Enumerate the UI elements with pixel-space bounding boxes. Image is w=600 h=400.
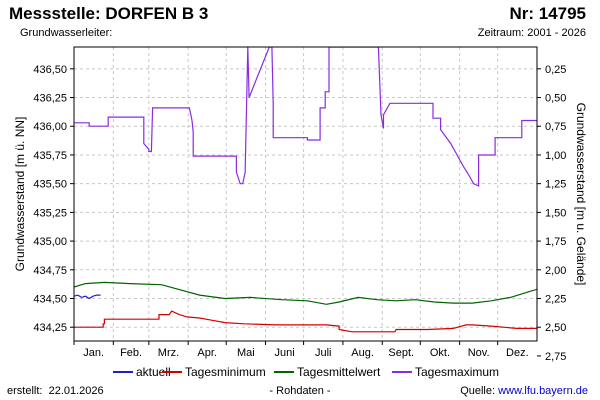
month-label: Mai <box>237 347 255 359</box>
month-label: Sept. <box>388 347 414 359</box>
right-tick-label: 1,00 <box>545 150 566 162</box>
y-tick-label: 434,50 <box>33 294 67 306</box>
legend-swatch <box>274 371 294 373</box>
legend-item: aktuell <box>113 365 171 379</box>
month-label: Okt. <box>430 347 450 359</box>
legend-label: Tagesminimum <box>185 365 266 379</box>
period-label: Zeitraum: 2001 - 2026 <box>477 27 586 39</box>
y-tick-label: 434,25 <box>33 322 67 334</box>
month-label: Nov. <box>468 347 490 359</box>
legend-swatch <box>113 371 133 373</box>
legend-item: Tagesmaximum <box>392 365 499 379</box>
legend-swatch <box>162 371 182 373</box>
y-axis-title-right: Grundwasserstand [m u. Gelände] <box>574 103 588 286</box>
month-label: Juli <box>315 347 332 359</box>
y-tick-label: 436,00 <box>33 121 67 133</box>
month-label: Jan. <box>83 347 104 359</box>
series-maximum <box>74 47 537 187</box>
y-tick-label: 434,75 <box>33 265 67 277</box>
right-tick-label: 1,25 <box>545 179 566 191</box>
month-label: Juni <box>274 347 294 359</box>
plot-frame <box>73 46 538 342</box>
right-tick-label: 2,25 <box>545 294 566 306</box>
station-title: Messstelle: DORFEN B 3 <box>9 4 209 23</box>
legend-item: Tagesminimum <box>162 365 266 379</box>
series-mittel <box>74 281 537 305</box>
chart-legend: aktuell Tagesminimum Tagesmittelwert Tagesm… <box>0 365 600 383</box>
y-axis-title: Grundwasserstand [m ü. NN] <box>13 117 27 272</box>
right-tick-label: 0,75 <box>545 121 566 133</box>
right-tick-label: 0,50 <box>545 93 566 105</box>
y-tick-label: 435,50 <box>33 179 67 191</box>
legend-item: Tagesmittelwert <box>274 365 380 379</box>
y-tick-label: 435,25 <box>33 207 67 219</box>
right-tick-label: 2,00 <box>545 265 566 277</box>
right-tick-label: 1,75 <box>545 236 566 248</box>
source-info: Quelle: www.lfu.bayern.de <box>460 385 588 397</box>
y-tick-label: 435,75 <box>33 150 67 162</box>
right-tick-label: 2,75 <box>545 351 566 363</box>
raw-data-note: - Rohdaten - <box>269 385 331 397</box>
right-tick-label: 1,50 <box>545 207 566 219</box>
created-date: 22.01.2026 <box>48 385 104 397</box>
y-tick-label: 435,00 <box>33 236 67 248</box>
right-tick-label: 0,25 <box>545 64 566 76</box>
legend-swatch <box>392 371 412 373</box>
y-tick-label: 436,50 <box>33 64 67 76</box>
month-label: Mrz. <box>158 347 179 359</box>
source-link[interactable]: www.lfu.bayern.de <box>498 385 588 397</box>
y-tick-label: 436,25 <box>33 93 67 105</box>
legend-label: aktuell <box>136 365 171 379</box>
created-label: erstellt: <box>7 385 43 397</box>
series-aktuell <box>74 294 101 300</box>
month-label: Apr. <box>197 347 217 359</box>
month-label: Dez. <box>506 347 529 359</box>
right-tick-label: 2,50 <box>545 322 566 334</box>
aquifer-label: Grundwasserleiter: <box>20 27 113 39</box>
plot-area <box>74 47 537 341</box>
month-label: Feb. <box>120 347 142 359</box>
legend-label: Tagesmittelwert <box>297 365 381 379</box>
series-minimum <box>74 310 537 333</box>
created-info: erstellt: 22.01.2026 <box>7 385 104 397</box>
legend-label: Tagesmaximum <box>415 365 500 379</box>
month-label: Aug. <box>351 347 374 359</box>
station-number: Nr: 14795 <box>509 4 586 23</box>
source-label: Quelle: <box>460 385 496 397</box>
